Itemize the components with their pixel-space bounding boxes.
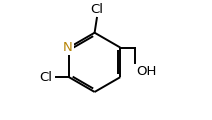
Text: OH: OH xyxy=(136,65,157,78)
Text: Cl: Cl xyxy=(90,3,103,16)
Text: N: N xyxy=(63,41,73,54)
Text: Cl: Cl xyxy=(39,71,52,84)
